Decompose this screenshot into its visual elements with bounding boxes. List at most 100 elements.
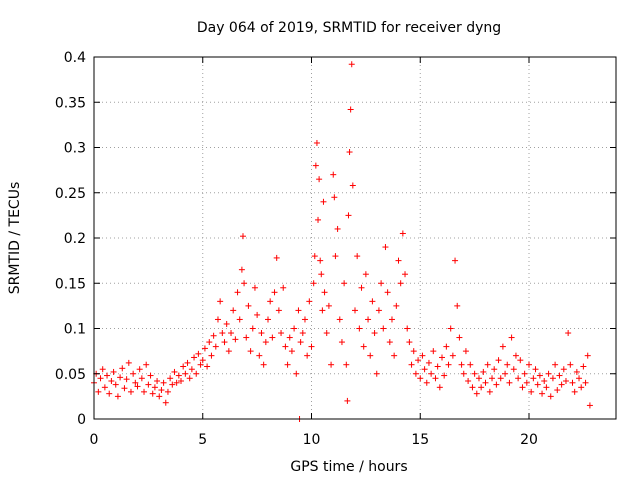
data-point (258, 330, 265, 337)
data-point (554, 387, 561, 394)
data-point (138, 375, 145, 382)
data-point (238, 266, 245, 273)
data-point (241, 280, 248, 287)
data-point (399, 230, 406, 237)
data-point (141, 388, 148, 395)
data-point (343, 361, 350, 368)
data-point (419, 352, 426, 359)
x-axis-label: GPS time / hours (290, 459, 407, 475)
data-point (430, 348, 437, 355)
data-point (580, 363, 587, 370)
data-point (508, 334, 515, 341)
data-point (95, 388, 102, 395)
data-point (445, 361, 452, 368)
data-point (143, 361, 150, 368)
data-point (221, 339, 228, 346)
data-point (297, 339, 304, 346)
data-point (349, 182, 356, 189)
data-point (504, 361, 511, 368)
data-point (371, 330, 378, 337)
data-point (260, 361, 267, 368)
data-point (571, 388, 578, 395)
data-point (506, 379, 513, 386)
data-point (393, 302, 400, 309)
data-point (275, 307, 282, 314)
data-point (471, 370, 478, 377)
y-tick-label: 0.05 (55, 367, 86, 383)
data-point (388, 316, 395, 323)
data-point (132, 379, 139, 386)
data-point (528, 388, 535, 395)
data-point (344, 397, 351, 404)
data-point (348, 61, 355, 68)
data-point (206, 339, 213, 346)
data-point (232, 336, 239, 343)
data-point (151, 384, 158, 391)
data-point (543, 384, 550, 391)
data-point (217, 298, 224, 305)
data-point (114, 393, 121, 400)
data-point (449, 352, 456, 359)
data-point (467, 361, 474, 368)
data-point (293, 370, 300, 377)
data-point (526, 361, 532, 368)
data-point (458, 361, 465, 368)
y-tick-label: 0.35 (55, 95, 86, 111)
data-point (195, 350, 202, 357)
data-point (308, 343, 315, 350)
data-point (249, 325, 256, 332)
data-point (347, 106, 354, 113)
data-point (578, 384, 585, 391)
data-point (552, 361, 559, 368)
data-point (188, 366, 195, 373)
data-point (193, 370, 200, 377)
data-point (378, 280, 385, 287)
data-point (306, 298, 313, 305)
data-point (545, 370, 552, 377)
data-point (162, 399, 169, 406)
data-point (410, 348, 417, 355)
data-point (182, 370, 189, 377)
data-point (534, 381, 541, 388)
data-point (178, 377, 184, 384)
data-point (515, 375, 522, 382)
data-point (239, 233, 246, 240)
data-point (121, 385, 128, 392)
data-point (367, 352, 374, 359)
data-point (576, 375, 583, 382)
data-point (415, 357, 422, 364)
data-point (462, 348, 469, 355)
data-point (156, 393, 163, 400)
data-point (271, 289, 278, 296)
data-point (567, 361, 574, 368)
data-point (384, 289, 391, 296)
data-point (562, 377, 569, 384)
data-point (469, 384, 476, 391)
data-point (345, 212, 352, 219)
data-point (228, 330, 235, 337)
x-tick-label: 15 (411, 432, 429, 448)
data-point (204, 363, 211, 370)
data-point (125, 359, 132, 366)
data-point (539, 390, 546, 397)
data-point (346, 149, 353, 156)
data-point (417, 375, 424, 382)
data-point (191, 354, 198, 361)
data-point (541, 377, 548, 384)
y-tick-label: 0.1 (64, 322, 86, 338)
data-point (441, 372, 448, 379)
data-point (265, 316, 271, 323)
data-points (91, 61, 593, 422)
data-point (108, 377, 115, 384)
data-point (460, 370, 467, 377)
data-point (175, 372, 182, 379)
data-point (101, 384, 108, 391)
y-tick-label: 0 (77, 412, 86, 428)
data-point (110, 368, 117, 375)
data-point (565, 330, 572, 337)
y-tick-label: 0.4 (64, 50, 86, 66)
data-point (558, 381, 565, 388)
data-point (473, 390, 480, 397)
data-point (243, 334, 250, 341)
data-point (214, 316, 221, 323)
